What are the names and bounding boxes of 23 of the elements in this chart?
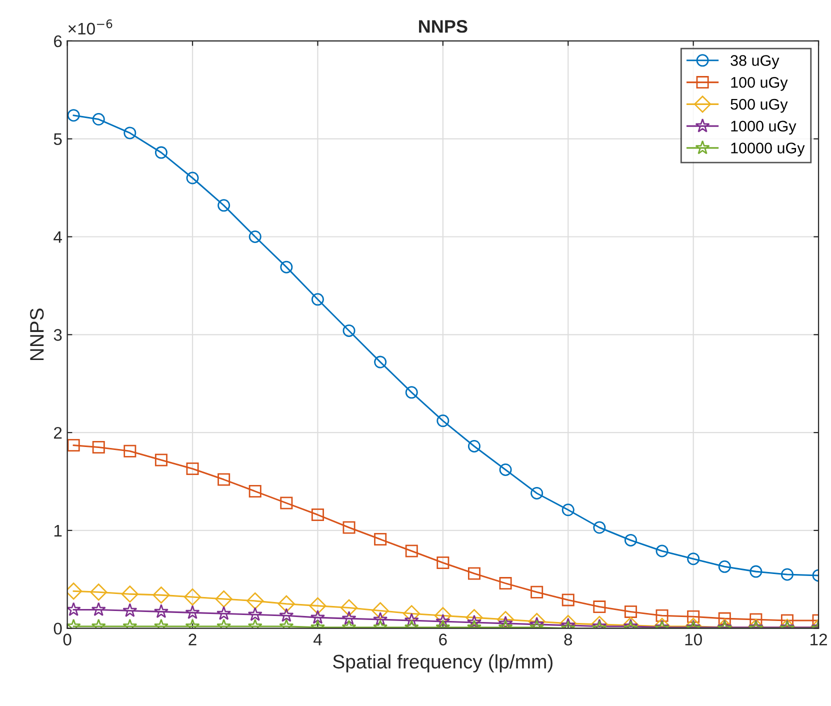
- x-tick-label: 8: [564, 634, 572, 646]
- y-tick-label: 4: [54, 231, 62, 243]
- x-axis-title: Spatial frequency (lp/mm): [333, 654, 552, 672]
- chart-title: NNPS: [419, 20, 468, 33]
- y-tick-label: 1: [54, 525, 62, 536]
- legend-label: 38 uGy: [730, 55, 780, 69]
- y-tick-label: 2: [54, 426, 62, 439]
- y-tick-label: 3: [54, 329, 62, 341]
- y-axis-title: NNPS: [30, 308, 44, 360]
- legend-label: 100 uGy: [731, 76, 788, 91]
- legend-label: 1000 uGy: [731, 120, 796, 135]
- x-tick-label: 0: [63, 634, 72, 646]
- legend-label: 10000 uGy: [731, 142, 805, 156]
- x-tick-label: 12: [810, 634, 827, 646]
- y-tick-label: 0: [54, 622, 62, 635]
- text: ×10$^{−6}$: [68, 19, 112, 35]
- x-tick-label: 10: [685, 634, 702, 646]
- x-tick-label: 4: [313, 634, 322, 646]
- x-tick-label: 2: [188, 634, 196, 646]
- legend-label: 500 uGy: [730, 98, 788, 113]
- y-tick-label: 6: [54, 35, 62, 48]
- x-tick-label: 6: [439, 634, 447, 646]
- y-tick-label: 5: [54, 133, 62, 146]
